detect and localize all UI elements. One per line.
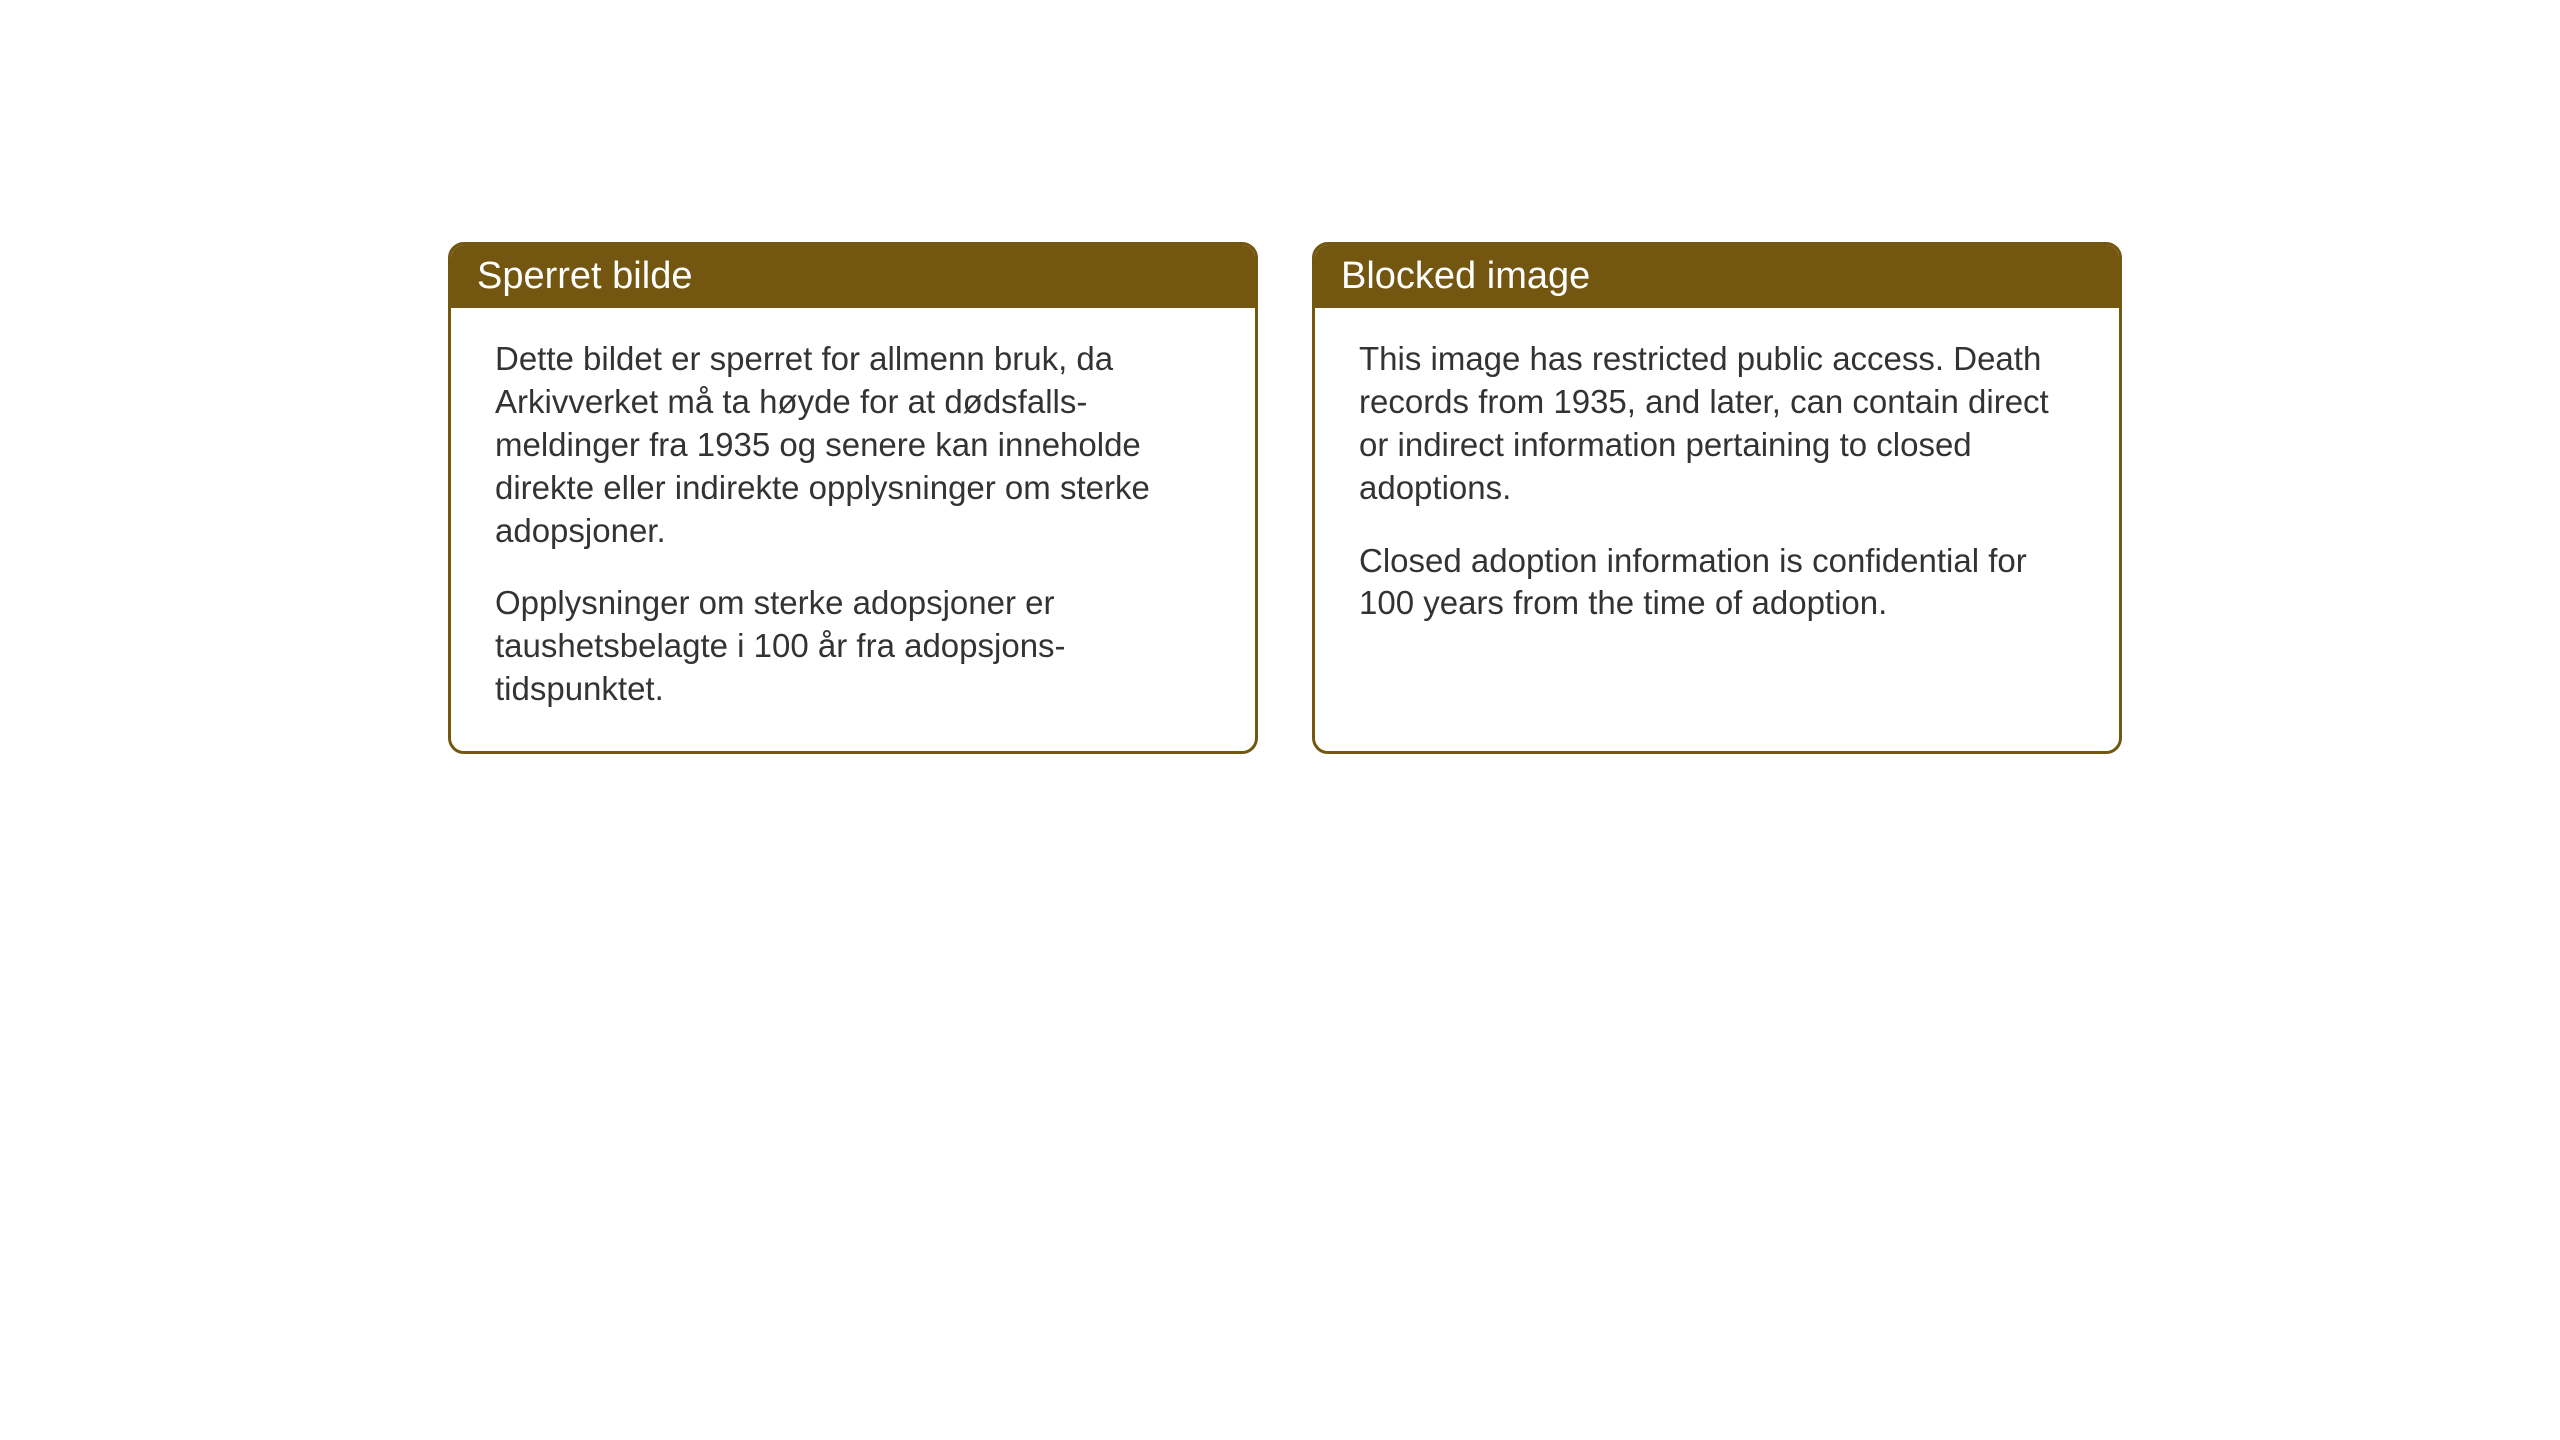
- english-notice-body: This image has restricted public access.…: [1315, 308, 2119, 665]
- notices-container: Sperret bilde Dette bildet er sperret fo…: [448, 242, 2122, 754]
- english-paragraph-1: This image has restricted public access.…: [1359, 338, 2075, 510]
- english-paragraph-2: Closed adoption information is confident…: [1359, 540, 2075, 626]
- norwegian-notice-header: Sperret bilde: [451, 245, 1255, 308]
- norwegian-notice-box: Sperret bilde Dette bildet er sperret fo…: [448, 242, 1258, 754]
- norwegian-paragraph-1: Dette bildet er sperret for allmenn bruk…: [495, 338, 1211, 552]
- english-notice-header: Blocked image: [1315, 245, 2119, 308]
- norwegian-paragraph-2: Opplysninger om sterke adopsjoner er tau…: [495, 582, 1211, 711]
- english-notice-box: Blocked image This image has restricted …: [1312, 242, 2122, 754]
- norwegian-notice-body: Dette bildet er sperret for allmenn bruk…: [451, 308, 1255, 751]
